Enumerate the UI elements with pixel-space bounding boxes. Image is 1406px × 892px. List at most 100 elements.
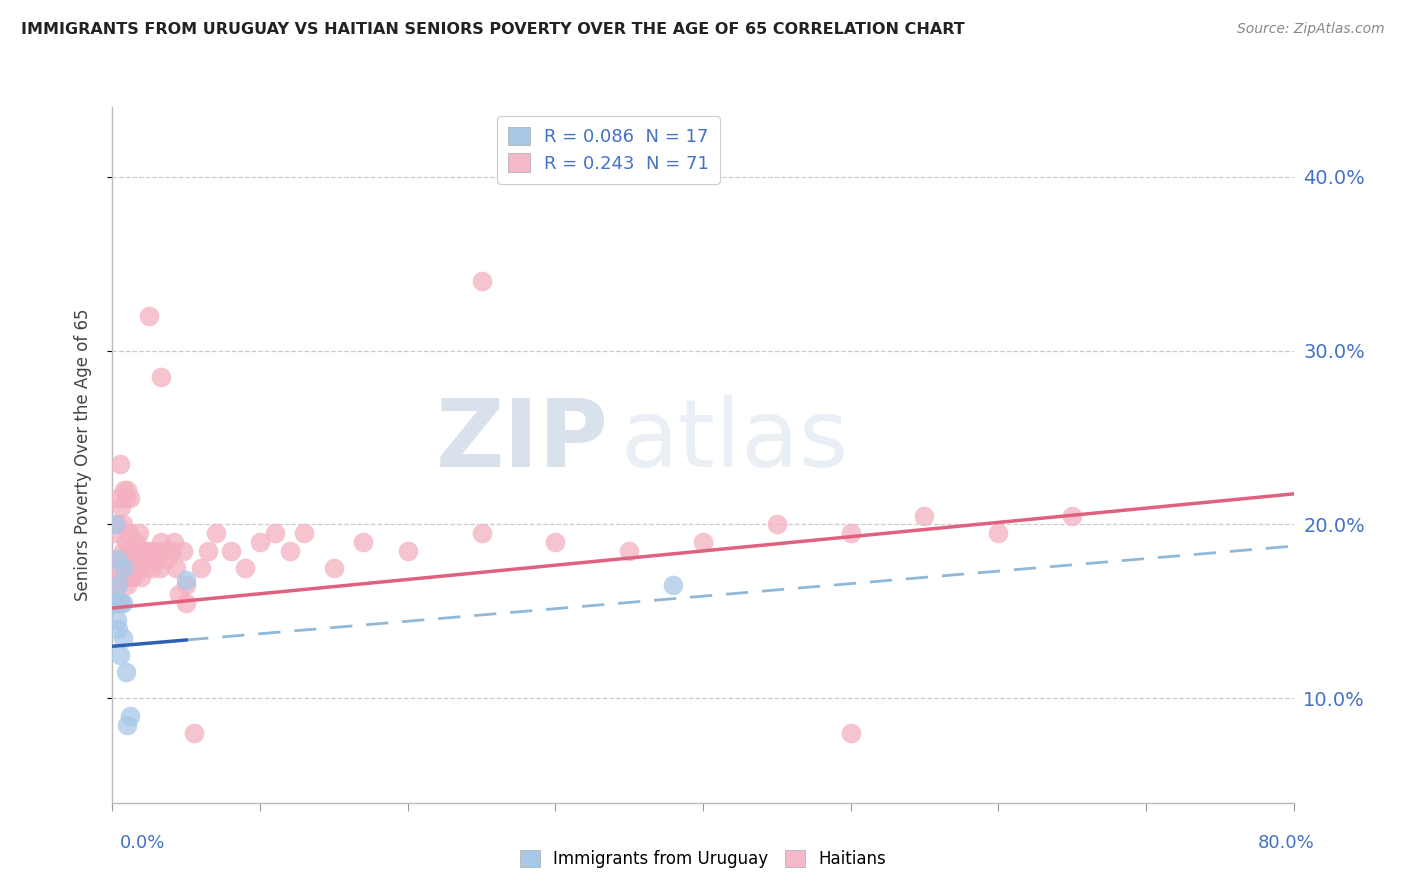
Point	[131, 543, 153, 558]
Point	[107, 491, 129, 506]
Point	[112, 483, 135, 497]
Point	[104, 517, 127, 532]
Point	[150, 369, 173, 384]
Point	[153, 543, 176, 558]
Text: Source: ZipAtlas.com: Source: ZipAtlas.com	[1237, 22, 1385, 37]
Point	[174, 573, 197, 587]
Point	[692, 534, 714, 549]
Point	[264, 526, 287, 541]
Point	[172, 543, 194, 558]
Point	[233, 561, 256, 575]
Point	[544, 534, 567, 549]
Point	[619, 543, 641, 558]
Point	[190, 561, 212, 575]
Point	[105, 613, 128, 627]
Point	[107, 622, 129, 636]
Point	[219, 543, 242, 558]
Point	[111, 596, 134, 610]
Point	[111, 543, 134, 558]
Text: 80.0%: 80.0%	[1258, 834, 1315, 852]
Legend: Immigrants from Uruguay, Haitians: Immigrants from Uruguay, Haitians	[513, 843, 893, 875]
Point	[108, 457, 131, 471]
Point	[352, 534, 374, 549]
Point	[839, 726, 862, 740]
Point	[114, 534, 136, 549]
Point	[197, 543, 219, 558]
Point	[138, 543, 160, 558]
Point	[124, 543, 146, 558]
Point	[839, 526, 862, 541]
Point	[118, 526, 141, 541]
Text: IMMIGRANTS FROM URUGUAY VS HAITIAN SENIORS POVERTY OVER THE AGE OF 65 CORRELATIO: IMMIGRANTS FROM URUGUAY VS HAITIAN SENIO…	[21, 22, 965, 37]
Point	[111, 631, 134, 645]
Point	[1062, 508, 1084, 523]
Legend: R = 0.086  N = 17, R = 0.243  N = 71: R = 0.086 N = 17, R = 0.243 N = 71	[498, 116, 720, 184]
Point	[118, 570, 141, 584]
Y-axis label: Seniors Poverty Over the Age of 65: Seniors Poverty Over the Age of 65	[73, 309, 91, 601]
Point	[167, 587, 190, 601]
Point	[105, 517, 128, 532]
Point	[662, 578, 685, 592]
Point	[110, 596, 132, 610]
Point	[249, 534, 271, 549]
Text: ZIP: ZIP	[436, 395, 609, 487]
Point	[292, 526, 315, 541]
Point	[183, 726, 205, 740]
Point	[103, 552, 125, 566]
Point	[129, 570, 152, 584]
Point	[110, 570, 132, 584]
Point	[105, 552, 128, 566]
Point	[987, 526, 1010, 541]
Point	[108, 596, 131, 610]
Point	[278, 543, 301, 558]
Point	[174, 578, 197, 592]
Point	[323, 561, 346, 575]
Point	[120, 708, 142, 723]
Point	[110, 500, 132, 514]
Point	[104, 587, 127, 601]
Point	[396, 543, 419, 558]
Point	[146, 552, 169, 566]
Point	[108, 648, 131, 662]
Point	[103, 596, 125, 610]
Point	[122, 570, 145, 584]
Point	[132, 561, 155, 575]
Point	[142, 543, 165, 558]
Point	[112, 561, 135, 575]
Point	[103, 596, 125, 610]
Point	[766, 517, 789, 532]
Point	[121, 543, 143, 558]
Point	[156, 552, 179, 566]
Point	[112, 552, 135, 566]
Point	[914, 508, 936, 523]
Point	[160, 543, 183, 558]
Point	[104, 596, 127, 610]
Point	[117, 717, 138, 731]
Point	[125, 534, 148, 549]
Point	[174, 596, 197, 610]
Point	[120, 491, 142, 506]
Text: 0.0%: 0.0%	[120, 834, 165, 852]
Point	[163, 534, 186, 549]
Point	[120, 561, 142, 575]
Point	[138, 309, 160, 323]
Point	[135, 552, 157, 566]
Point	[111, 517, 134, 532]
Point	[470, 526, 494, 541]
Point	[117, 578, 138, 592]
Point	[149, 561, 172, 575]
Text: atlas: atlas	[620, 395, 849, 487]
Point	[105, 578, 128, 592]
Point	[205, 526, 228, 541]
Point	[117, 483, 138, 497]
Point	[107, 561, 129, 575]
Point	[141, 561, 163, 575]
Point	[107, 578, 129, 592]
Point	[114, 665, 136, 680]
Point	[165, 561, 187, 575]
Point	[150, 534, 173, 549]
Point	[104, 526, 127, 541]
Point	[470, 274, 494, 288]
Point	[114, 491, 136, 506]
Point	[127, 561, 149, 575]
